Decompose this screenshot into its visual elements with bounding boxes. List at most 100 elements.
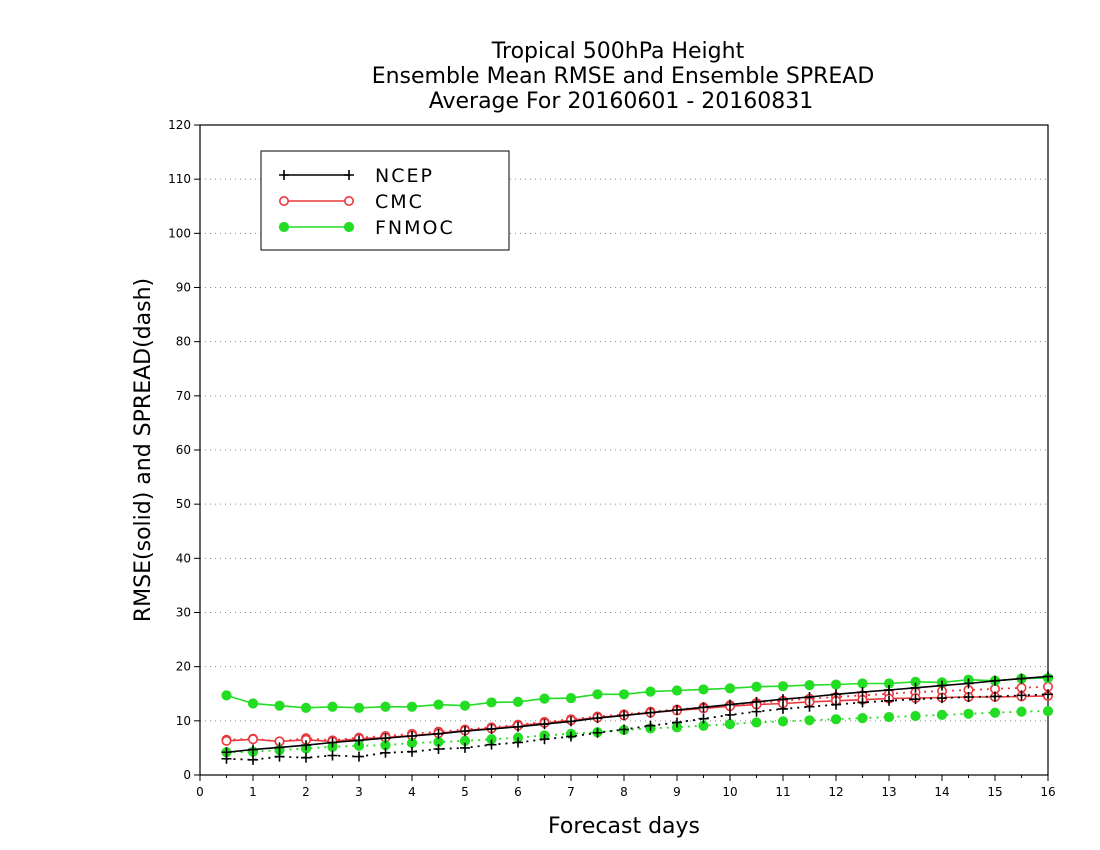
fnmoc-spread-point: [1042, 705, 1054, 717]
fnmoc-rmse-point: [804, 679, 815, 691]
ncep-rmse-point: [672, 705, 682, 715]
legend-marker-cmc: [278, 196, 289, 207]
ncep-rmse-point: [725, 699, 735, 710]
y-tick-label: 60: [176, 443, 191, 457]
fnmoc-rmse-point: [724, 683, 736, 694]
ncep-spread-point: [645, 720, 656, 731]
ncep-rmse-point: [857, 687, 868, 698]
ncep-spread-point: [619, 724, 629, 735]
ncep-rmse-point: [804, 692, 815, 702]
series-layer: [221, 671, 1054, 765]
x-tick-label: 3: [355, 785, 363, 799]
y-tick-label: 20: [176, 660, 191, 674]
x-tick-label: 6: [514, 785, 522, 799]
ncep-rmse-point: [380, 733, 391, 744]
ncep-spread-point: [751, 706, 762, 717]
legend-marker-ncep: [279, 170, 289, 180]
fnmoc-spread-point: [989, 707, 1001, 718]
ncep-rmse-point: [592, 713, 603, 724]
ncep-rmse-point: [990, 675, 1000, 686]
chart-title-line-2: Ensemble Mean RMSE and Ensemble SPREAD: [372, 64, 875, 89]
ncep-spread-point: [354, 751, 364, 762]
ncep-spread-point: [1016, 690, 1027, 701]
fnmoc-rmse-point: [645, 686, 656, 697]
ncep-rmse-point: [274, 742, 285, 753]
fnmoc-rmse-point: [592, 689, 603, 700]
x-tick-label: 12: [828, 785, 843, 799]
x-tick-label: 11: [775, 785, 790, 799]
fnmoc-rmse-point: [751, 681, 762, 692]
cmc-rmse-point: [248, 734, 259, 745]
y-tick-label: 70: [176, 389, 191, 403]
fnmoc-spread-point: [936, 709, 948, 720]
ncep-spread-point: [1043, 689, 1053, 700]
ncep-rmse-point: [486, 723, 497, 734]
x-tick-label: 10: [722, 785, 737, 799]
fnmoc-spread-point: [724, 718, 736, 730]
fnmoc-rmse-point: [353, 702, 365, 713]
legend: NCEP CMC FNMOC: [260, 150, 510, 251]
legend-marker-cmc: [343, 196, 354, 207]
x-tick-label: 13: [881, 785, 896, 799]
fnmoc-rmse-line: [226, 677, 1049, 709]
ncep-rmse-point: [1043, 671, 1053, 682]
y-tick-label: 90: [176, 281, 191, 295]
ncep-spread-point: [910, 694, 921, 705]
legend-label-ncep: NCEP: [375, 165, 434, 187]
ncep-rmse-point: [433, 728, 444, 739]
fnmoc-spread-point: [751, 717, 762, 728]
chart-title: Tropical 500hPa Height Ensemble Mean RMS…: [372, 39, 875, 114]
ncep-rmse-point: [619, 710, 629, 721]
x-tick-label: 2: [302, 785, 310, 799]
x-axis-label: Forecast days: [548, 814, 700, 839]
x-tick-label: 1: [249, 785, 257, 799]
y-tick-label: 80: [176, 335, 191, 349]
ncep-rmse-point: [301, 740, 311, 751]
ncep-spread-point: [937, 693, 947, 704]
ncep-spread-point: [274, 751, 285, 762]
ncep-spread-point: [592, 727, 603, 738]
x-tick-label: 4: [408, 785, 416, 799]
fnmoc-rmse-point: [857, 678, 868, 689]
ncep-spread-point: [990, 691, 1000, 702]
y-tick-label: 110: [168, 172, 191, 186]
legend-label-cmc: CMC: [375, 191, 424, 213]
fnmoc-rmse-point: [618, 689, 630, 700]
ncep-spread-point: [725, 709, 735, 720]
fnmoc-spread-point: [777, 716, 789, 727]
ncep-rmse-point: [937, 680, 947, 691]
ncep-rmse-point: [354, 735, 364, 746]
fnmoc-spread-line: [226, 710, 1049, 754]
fnmoc-rmse-point: [459, 700, 471, 711]
fnmoc-rmse-point: [327, 701, 338, 712]
ncep-rmse-point: [751, 696, 762, 707]
x-tick-label: 9: [673, 785, 681, 799]
ncep-spread-point: [566, 731, 576, 742]
fnmoc-spread-point: [830, 714, 842, 725]
ncep-spread-point: [407, 746, 417, 757]
x-tick-label: 15: [987, 785, 1002, 799]
ncep-spread-point: [460, 742, 470, 753]
ncep-spread-point: [857, 697, 868, 708]
ncep-spread-point: [327, 750, 338, 761]
y-tick-label: 100: [168, 226, 191, 240]
chart-title-line-1: Tropical 500hPa Height: [491, 39, 745, 64]
legend-marker-fnmoc: [343, 221, 355, 233]
ncep-rmse-point: [963, 678, 974, 689]
fnmoc-rmse-point: [565, 692, 577, 704]
x-tick-label: 8: [620, 785, 628, 799]
ncep-rmse-point: [884, 684, 894, 695]
fnmoc-rmse-point: [539, 693, 550, 704]
x-tick-label: 0: [196, 785, 204, 799]
ncep-rmse-point: [1016, 673, 1027, 684]
ncep-rmse-point: [831, 689, 841, 700]
ncep-rmse-point: [539, 719, 550, 730]
ncep-spread-point: [433, 744, 444, 754]
gridlines: [200, 178, 1048, 722]
y-tick-label: 10: [176, 714, 191, 728]
fnmoc-rmse-point: [380, 701, 391, 712]
ncep-rmse-point: [778, 694, 788, 705]
cmc-rmse-line: [226, 695, 1049, 743]
